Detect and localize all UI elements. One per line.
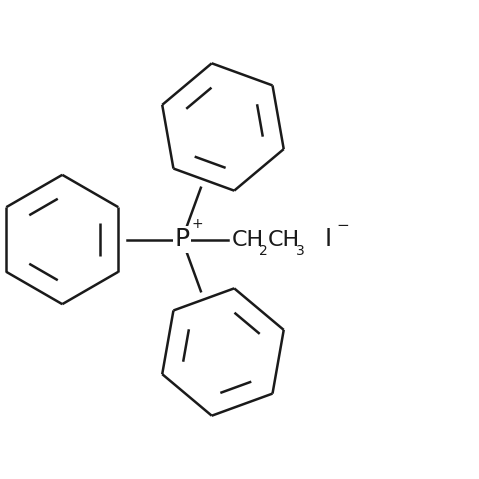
Text: 2: 2	[259, 244, 267, 258]
Text: 3: 3	[296, 244, 304, 258]
Text: CH: CH	[231, 229, 263, 250]
Text: P: P	[174, 228, 190, 251]
Text: I: I	[324, 228, 331, 251]
Text: CH: CH	[268, 229, 300, 250]
Text: −: −	[336, 217, 349, 233]
Text: +: +	[192, 217, 203, 231]
